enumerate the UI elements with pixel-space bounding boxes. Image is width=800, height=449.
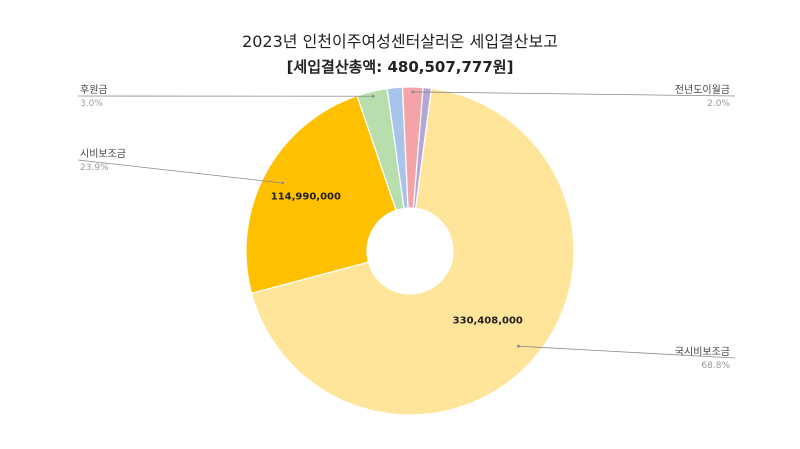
slice-국시비보조금-0 [250, 87, 575, 416]
leader-line-전년도이월금 [412, 91, 736, 97]
leader-dot-시비보조금 [281, 181, 285, 185]
data-label-국시비보조금: 330,408,000 [453, 315, 523, 326]
callout-label-국시비보조금: 국시비보조금 [675, 346, 730, 358]
chart-title: 2023년 인천이주여성센터살러온 세입결산보고 [242, 32, 558, 51]
callout-percent-전년도이월금: 2.0% [707, 99, 730, 109]
chart-subtitle: [세입결산총액: 480,507,777원] [287, 58, 514, 76]
slices-group: 330,408,000 114,990,000 [245, 86, 575, 416]
leader-dot-국시비보조금 [517, 344, 520, 348]
callout-label-시비보조금: 시비보조금 [80, 148, 126, 160]
leader-line-국시비보조금 [518, 345, 736, 359]
callouts-group: 국시비보조금 68.8% 시비보조금 23.9% 후원금 3.0% 전년도이월금 2.0% [77, 84, 736, 371]
slice-unlabeled-5 [412, 86, 433, 210]
leader-dot-전년도이월금 [411, 90, 415, 94]
callout-label-전년도이월금: 전년도이월금 [675, 84, 730, 96]
leader-dot-후원금 [371, 94, 375, 98]
callout-percent-후원금: 3.0% [80, 99, 103, 109]
leader-line-시비보조금 [77, 159, 283, 184]
callout-label-후원금: 후원금 [80, 84, 108, 96]
callout-percent-국시비보조금: 68.8% [701, 361, 730, 371]
data-label-시비보조금: 114,990,000 [271, 191, 341, 202]
slice-시비보조금-1 [245, 94, 397, 295]
callout-percent-시비보조금: 23.9% [80, 163, 109, 173]
